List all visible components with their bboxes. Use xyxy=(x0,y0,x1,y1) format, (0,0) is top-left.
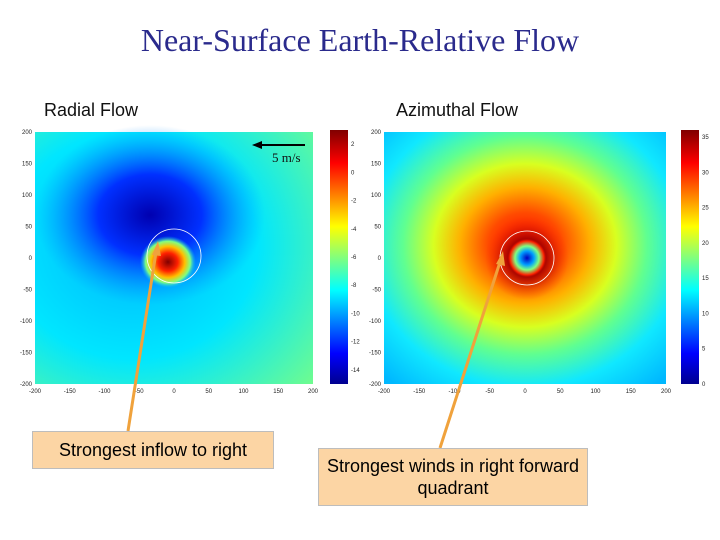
radial-y-ticks: 200 150 100 50 0 -50 -100 -150 -200 xyxy=(20,130,33,388)
colorbar-tick-label: -12 xyxy=(351,340,360,346)
y-tick-label: -100 xyxy=(369,319,382,325)
x-tick-label: 150 xyxy=(273,389,284,395)
colorbar-tick-label: 25 xyxy=(702,206,709,212)
y-tick-label: 150 xyxy=(22,162,33,168)
azimuthal-colorbar xyxy=(681,130,699,384)
colorbar-tick-label: -14 xyxy=(351,368,360,374)
y-tick-label: -200 xyxy=(20,382,33,388)
y-tick-label: 200 xyxy=(371,130,382,136)
y-tick-label: 0 xyxy=(29,256,33,262)
colorbar-tick-label: 30 xyxy=(702,170,709,176)
x-tick-label: -200 xyxy=(29,389,42,395)
y-tick-label: -150 xyxy=(20,351,33,357)
colorbar-tick-label: -8 xyxy=(351,283,357,289)
scale-arrow xyxy=(252,141,305,149)
colorbar-tick-label: 0 xyxy=(702,382,706,388)
x-tick-label: 50 xyxy=(557,389,564,395)
x-tick-label: 100 xyxy=(590,389,601,395)
y-tick-label: -50 xyxy=(372,288,381,294)
azimuthal-colorbar-ticks: 35 30 25 20 15 10 5 0 xyxy=(702,135,709,388)
colorbar-tick-label: -4 xyxy=(351,227,357,233)
colorbar-tick-label: 10 xyxy=(702,311,709,317)
colorbar-tick-label: 0 xyxy=(351,170,355,176)
radial-colorbar-ticks: 2 0 -2 -4 -6 -8 -10 -12 -14 xyxy=(351,142,360,374)
x-tick-label: -50 xyxy=(135,389,144,395)
y-tick-label: 150 xyxy=(371,162,382,168)
colorbar-tick-label: 5 xyxy=(702,347,706,353)
azimuthal-heatmap xyxy=(384,132,666,384)
y-tick-label: 50 xyxy=(374,225,381,231)
colorbar-tick-label: -6 xyxy=(351,255,357,261)
colorbar-tick-label: 2 xyxy=(351,142,355,148)
colorbar-tick-label: 20 xyxy=(702,241,709,247)
x-tick-label: -150 xyxy=(413,389,426,395)
y-tick-label: 0 xyxy=(378,256,382,262)
radial-heatmap xyxy=(35,125,313,384)
x-tick-label: 0 xyxy=(523,389,527,395)
y-tick-label: 100 xyxy=(371,193,382,199)
pointer-arrow-right xyxy=(438,251,505,449)
pointer-arrow-left xyxy=(126,241,161,432)
y-tick-label: 200 xyxy=(22,130,33,136)
azimuthal-flow-label: Azimuthal Flow xyxy=(396,100,519,120)
x-tick-label: 0 xyxy=(172,389,176,395)
x-tick-label: 100 xyxy=(238,389,249,395)
y-tick-label: 50 xyxy=(25,225,32,231)
x-tick-label: 150 xyxy=(626,389,637,395)
callout-strongest-winds: Strongest winds in right forward quadran… xyxy=(318,448,588,506)
azimuthal-x-ticks: -200 -150 -100 -50 0 50 100 150 200 xyxy=(378,389,672,395)
radial-flow-label: Radial Flow xyxy=(44,100,139,120)
slide-title: Near-Surface Earth-Relative Flow xyxy=(140,22,580,58)
x-tick-label: 200 xyxy=(308,389,319,395)
colorbar-tick-label: 35 xyxy=(702,135,709,141)
x-tick-label: -50 xyxy=(485,389,494,395)
y-tick-label: -50 xyxy=(23,288,32,294)
colorbar-tick-label: -10 xyxy=(351,311,360,317)
x-tick-label: 200 xyxy=(661,389,672,395)
y-tick-label: -200 xyxy=(369,382,382,388)
scale-arrow-label: 5 m/s xyxy=(272,150,301,165)
colorbar-tick-label: -2 xyxy=(351,199,357,205)
x-tick-label: 50 xyxy=(205,389,212,395)
callout-strongest-inflow: Strongest inflow to right xyxy=(32,431,274,469)
y-tick-label: -100 xyxy=(20,319,33,325)
colorbar-tick-label: 15 xyxy=(702,276,709,282)
x-tick-label: -200 xyxy=(378,389,391,395)
radial-x-ticks: -200 -150 -100 -50 0 50 100 150 200 xyxy=(29,389,319,395)
azimuthal-y-ticks: 200 150 100 50 0 -50 -100 -150 -200 xyxy=(369,130,382,388)
x-tick-label: -100 xyxy=(98,389,111,395)
radial-colorbar xyxy=(330,130,348,384)
x-tick-label: -100 xyxy=(448,389,461,395)
x-tick-label: -150 xyxy=(64,389,77,395)
y-tick-label: 100 xyxy=(22,193,33,199)
y-tick-label: -150 xyxy=(369,351,382,357)
